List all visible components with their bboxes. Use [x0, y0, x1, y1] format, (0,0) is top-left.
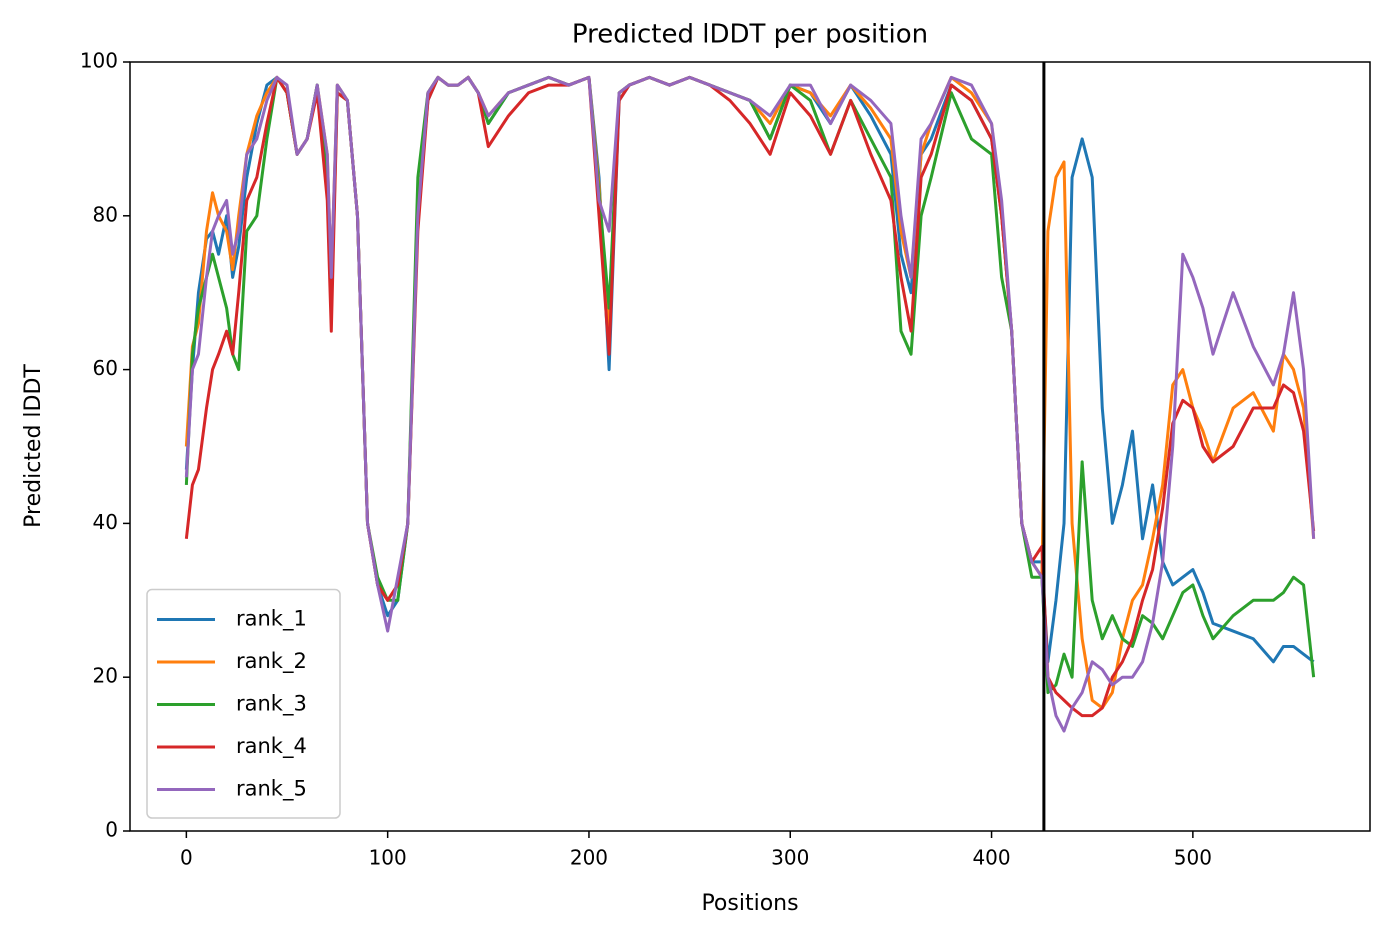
x-tick-label: 500 — [1174, 846, 1212, 870]
legend-label: rank_3 — [236, 692, 307, 717]
series-line — [184, 75, 1316, 695]
legend-label: rank_5 — [236, 777, 307, 802]
y-tick-label: 60 — [93, 356, 118, 380]
legend-label: rank_4 — [236, 734, 307, 759]
y-axis-label: Predicted lDDT — [21, 364, 46, 528]
x-tick-label: 300 — [771, 846, 809, 870]
x-axis-label: Positions — [701, 891, 798, 916]
legend-label: rank_2 — [236, 649, 307, 674]
y-tick-label: 0 — [105, 818, 118, 842]
series-line — [184, 75, 1316, 733]
y-tick-label: 80 — [93, 202, 118, 226]
x-tick-label: 200 — [570, 846, 608, 870]
chart-title: Predicted lDDT per position — [572, 20, 928, 50]
legend-box — [146, 588, 341, 819]
x-tick-label: 400 — [972, 846, 1010, 870]
legend-label: rank_1 — [236, 607, 307, 632]
y-tick-label: 20 — [93, 664, 118, 688]
series-line — [184, 75, 1316, 718]
x-tick-label: 100 — [369, 846, 407, 870]
plot-frame — [129, 61, 1371, 832]
series-line — [184, 75, 1316, 710]
x-tick-label: 0 — [180, 846, 193, 870]
y-tick-label: 100 — [80, 49, 118, 73]
y-tick-label: 40 — [93, 510, 118, 534]
